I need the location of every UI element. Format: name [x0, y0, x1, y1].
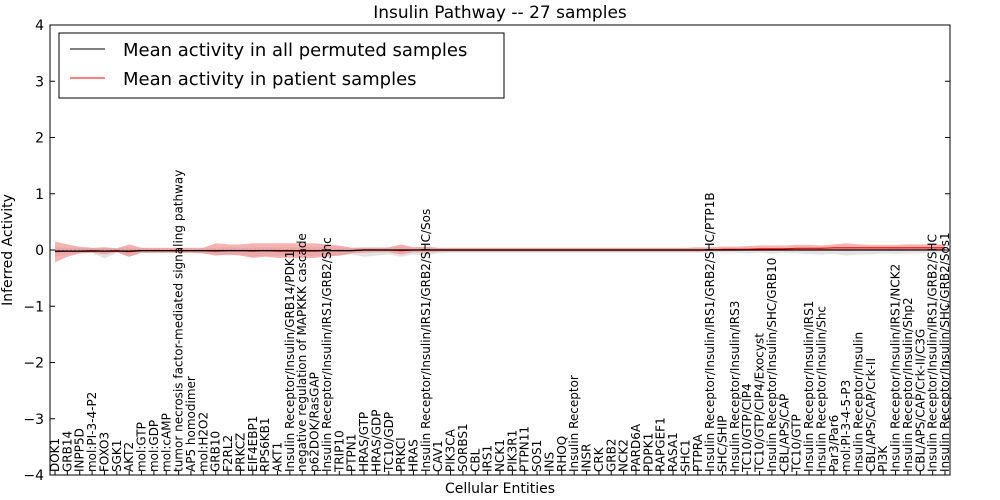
x-tick-label: CAV1 [431, 440, 445, 472]
x-tick-label: NCK1 [493, 439, 507, 472]
y-tick-label: −3 [23, 412, 44, 428]
legend-box [58, 32, 505, 99]
x-tick-label: RHOQ [555, 436, 569, 472]
x-tick-label: HRAS/GDP [369, 409, 383, 472]
legend: Mean activity in all permuted samples Me… [58, 32, 505, 99]
x-tick-label: Insulin Receptor/Insulin [851, 332, 865, 472]
x-tick-label: PIK3CA [444, 428, 458, 472]
x-tick-label: CRK [592, 446, 606, 472]
x-tick-label: PTPRA [691, 433, 705, 472]
x-tick-label: TC10/GTP [790, 414, 804, 473]
x-tick-label: mol:GTP [135, 422, 149, 472]
x-tick-label: HRAS [406, 439, 420, 472]
x-tick-label: AP5 homodimer [184, 376, 198, 472]
x-tick-label: tumor necrosis factor-mediated signaling… [172, 170, 186, 472]
x-tick-label: Insulin Receptor/Insulin/SHC/GRB10 [765, 258, 779, 472]
x-tick-label: Insulin Receptor/Insulin/SHC/GRB2/Sos1 [938, 232, 952, 472]
x-tick-label: TC10/GTP/CIP4 [740, 383, 754, 473]
y-tick-label: −4 [23, 468, 44, 484]
x-tick-label: mol:GDP [147, 420, 161, 472]
x-tick-label: mol:cAMP [159, 413, 173, 472]
y-tick-label: 4 [35, 18, 44, 34]
x-tick-label: mol:PI-3-4-P2 [85, 392, 99, 472]
x-tick-label: RAPGEF1 [654, 417, 668, 472]
x-tick-label: Insulin Receptor/Insulin/Shc [814, 306, 828, 472]
x-tick-label: CBL/APS/CAP [777, 394, 791, 472]
x-tick-label: PI3K [876, 445, 890, 472]
x-tick-label: Insulin Receptor/Insulin/GRB14/PDK1 [283, 251, 297, 472]
permuted-mean-line [55, 249, 945, 252]
x-tick-label: Insulin Receptor/Insulin/IRS1/GRB2/SHC/P… [703, 192, 717, 472]
x-tick-label: Insulin Receptor/Insulin/IRS1/GRB2/SHC/S… [419, 209, 433, 472]
x-tick-label: AKT1 [271, 442, 285, 472]
y-tick-label: 1 [35, 187, 44, 203]
y-tick-label: 2 [35, 131, 44, 147]
y-tick-label: 0 [35, 243, 44, 259]
x-tick-label: Insulin Receptor/Insulin/Shp2 [901, 297, 915, 472]
x-tick-label: mol:PI-3-4-5-P3 [839, 380, 853, 472]
x-tick-label: TRIP10 [332, 430, 346, 473]
x-tick-label: PRKCZ [233, 433, 247, 472]
x-axis-label: Cellular Entities [445, 481, 555, 497]
x-tick-label: PTPN11 [518, 426, 532, 472]
x-tick-label: NCK2 [617, 439, 631, 472]
x-tick-label: IRS1 [481, 445, 495, 472]
x-tick-labels: DOK1GRB14INPP5Dmol:PI-3-4-P2FOXO3SGK1AKT… [48, 170, 952, 475]
series-lines [54, 247, 945, 253]
x-tick-label: PRKCI [394, 437, 408, 472]
legend-entry-permuted: Mean activity in all permuted samples [123, 40, 467, 61]
x-tick-label: CBL/APS/CAP/Crk-II [864, 358, 878, 472]
x-tick-label: PTPN1 [345, 434, 359, 472]
y-tick-label: −1 [23, 299, 44, 315]
x-tick-label: AKT2 [122, 442, 136, 472]
x-tick-label: Par3/Par6 [827, 415, 841, 472]
x-tick-label: SHC/SHIP [716, 416, 730, 472]
x-tick-label: TC10/GTP/CIP4/Exocyst [753, 333, 767, 473]
x-tick-label: GRB10 [209, 431, 223, 472]
plot-area-frame [49, 24, 951, 476]
x-tick-label: Insulin Receptor/Insulin/IRS3 [728, 301, 742, 472]
x-tick-label: PARD6A [629, 423, 643, 472]
legend-entry-patient: Mean activity in patient samples [123, 69, 417, 90]
chart-title: Insulin Pathway -- 27 samples [373, 3, 627, 23]
x-tick-label: INSR [580, 444, 594, 472]
x-tick-label: DOK1 [48, 438, 62, 472]
x-tick-label: Insulin Receptor/Insulin/IRS1/NCK2 [889, 264, 903, 472]
x-tick-label: SGK1 [110, 440, 124, 472]
x-tick-label: Insulin Receptor/Insulin/IRS1/GRB2/SHC [926, 234, 940, 472]
x-tick-label: SHC1 [678, 439, 692, 472]
x-tick-label: Insulin Receptor/Insulin/IRS1 [802, 301, 816, 472]
y-tick-label: −2 [23, 356, 44, 372]
x-tick-label: Insulin Receptor/Insulin/IRS1/GRB2/Shc [320, 237, 334, 472]
y-axis-label: Inferred Activity [0, 194, 16, 306]
x-tick-label: RASA1 [666, 432, 680, 472]
x-tick-label: CBL [468, 448, 482, 472]
patient-band [55, 241, 945, 263]
x-tick-label: F2RL2 [221, 435, 235, 472]
x-tick-label: PDPK1 [641, 433, 655, 472]
x-tick-label: negative regulation of MAPKKK cascade [295, 233, 309, 472]
x-tick-label: GRB2 [604, 438, 618, 472]
x-tick-label: Insulin Receptor [567, 375, 581, 472]
x-tick-label: EIF4EBP1 [246, 416, 260, 472]
y-axis-ticks: −4 −3 −2 −1 0 1 2 3 4 [23, 18, 950, 484]
x-tick-label: INS [542, 452, 556, 472]
x-tick-label: mol:H2O2 [196, 412, 210, 472]
x-tick-label: TC10/GDP [382, 412, 396, 473]
x-tick-label: HRAS/GTP [357, 412, 371, 472]
x-tick-label: CBL/APS/CAP/Crk-II/C3G [913, 329, 927, 472]
x-tick-label: GRB14 [60, 431, 74, 472]
x-tick-label: p62DOK/RasGAP [308, 372, 322, 472]
x-tick-label: SORBS1 [456, 423, 470, 472]
x-tick-label: FOXO3 [97, 432, 111, 472]
x-tick-label: RPS6KB1 [258, 417, 272, 472]
x-tick-label: SOS1 [530, 440, 544, 472]
x-tick-label: INPP5D [73, 428, 87, 472]
y-tick-label: 3 [35, 74, 44, 90]
x-tick-label: PIK3R1 [505, 430, 519, 472]
